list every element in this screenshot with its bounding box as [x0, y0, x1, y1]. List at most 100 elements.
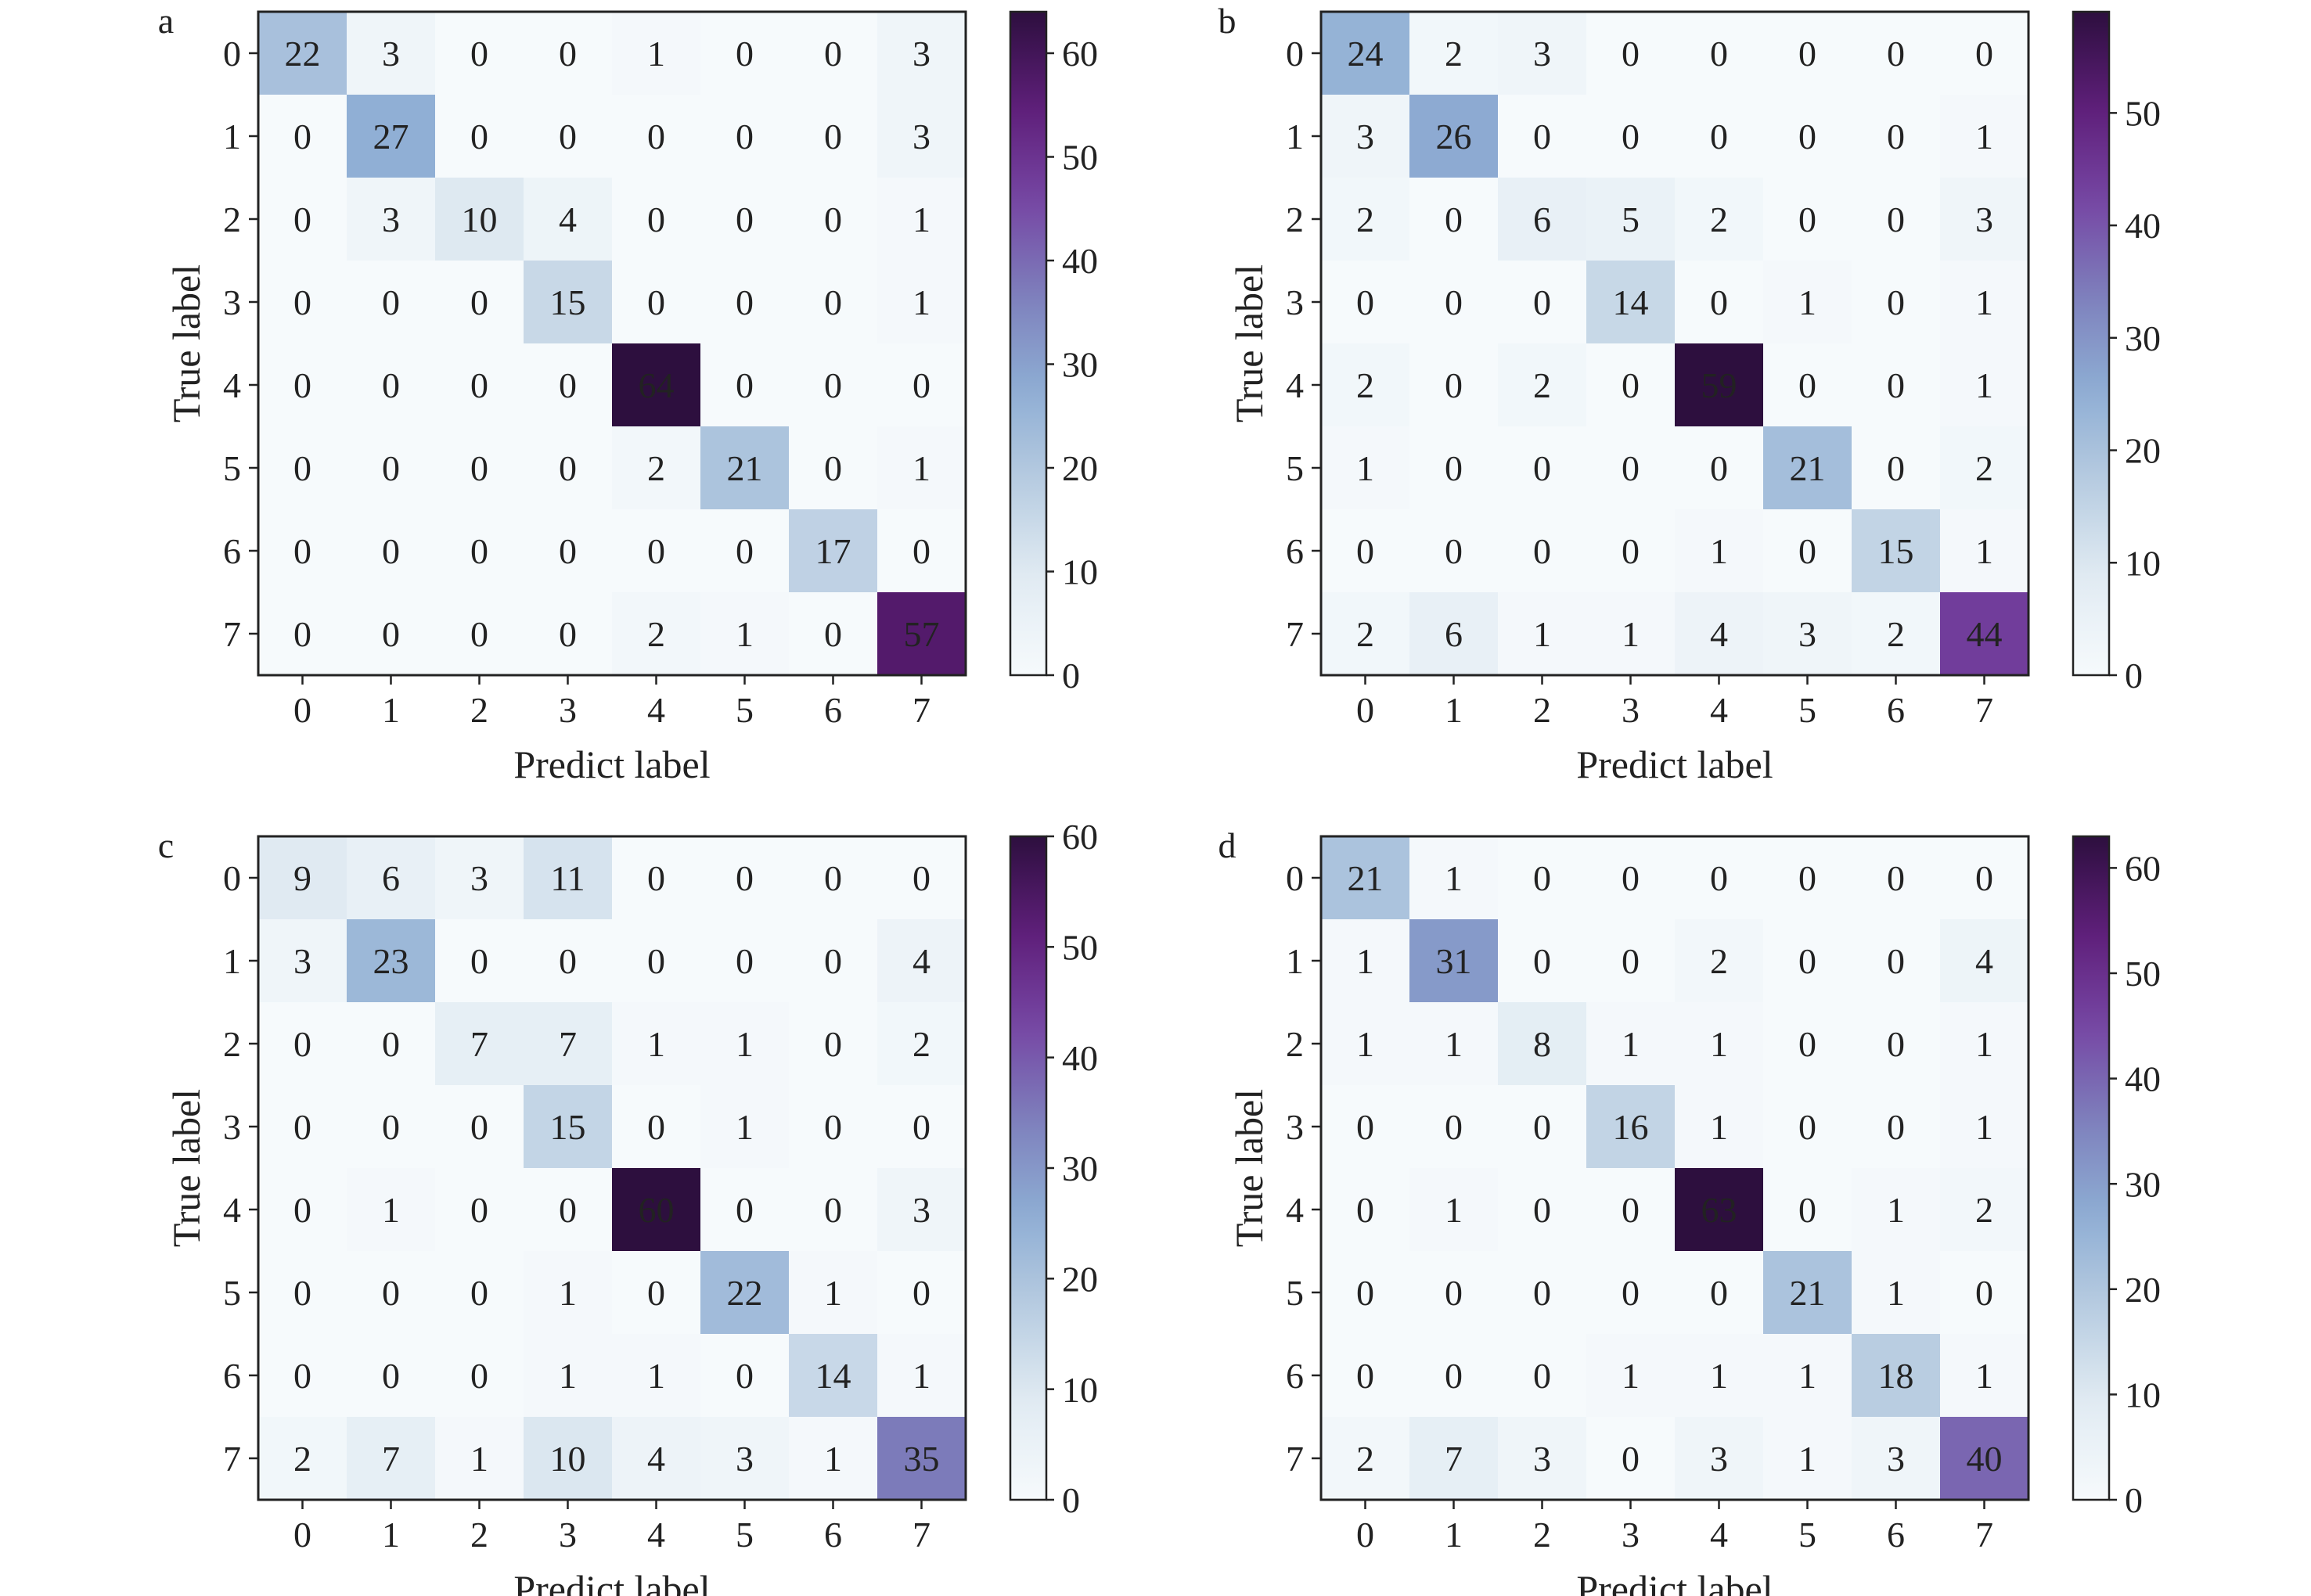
- cell-value-label: 2: [1710, 200, 1728, 239]
- heatmap-cell: [258, 1417, 347, 1500]
- heatmap-cell: [347, 919, 435, 1002]
- heatmap-cell: [1586, 592, 1675, 675]
- heatmap-cell: [1763, 261, 1852, 343]
- cell-value-label: 3: [1710, 1439, 1728, 1479]
- heatmap-cell: [1321, 426, 1409, 509]
- heatmap-cell: [1940, 919, 2028, 1002]
- cell-value-label: 1: [1975, 1107, 1993, 1147]
- cell-value-label: 0: [293, 448, 311, 488]
- cell-value-label: 4: [647, 1439, 665, 1479]
- y-tick-label: 1: [223, 941, 241, 981]
- heatmap-cell: [1940, 592, 2028, 675]
- heatmap-cell: [258, 426, 347, 509]
- cell-value-label: 0: [1798, 1190, 1816, 1230]
- cell-value-label: 3: [1533, 34, 1551, 74]
- heatmap-cell: [1852, 343, 1940, 426]
- cell-value-label: 5: [1622, 200, 1640, 239]
- heatmap-cell: [700, 1168, 789, 1251]
- cell-value-label: 15: [550, 282, 586, 322]
- heatmap-cell: [1675, 1251, 1763, 1334]
- y-tick-label: 3: [1286, 282, 1304, 322]
- heatmap-cell: [1940, 509, 2028, 592]
- colorbar-tick-label: 10: [1062, 552, 1098, 592]
- cell-value-label: 0: [1887, 200, 1905, 239]
- cell-value-label: 1: [824, 1273, 842, 1313]
- heatmap-cell: [1409, 592, 1498, 675]
- cell-value-label: 0: [382, 614, 400, 654]
- heatmap-frame: [257, 835, 967, 1501]
- heatmap-cell: [524, 1417, 612, 1500]
- x-tick-label: 1: [382, 1515, 400, 1555]
- cell-value-label: 1: [913, 1356, 931, 1396]
- heatmap-cell: [1498, 509, 1586, 592]
- heatmap-cells: 22 3 0 0 1 0 0 30 27 0 0 0 0 0 30 3 10 4 0 0 0 10 0 0 15 0 0 0 10 0 0 0…: [258, 12, 966, 675]
- cell-value-label: 0: [382, 1107, 400, 1147]
- heatmap-cell: [1498, 919, 1586, 1002]
- colorbar-tick-label: 0: [1062, 656, 1080, 696]
- cell-value-label: 0: [1533, 941, 1551, 981]
- heatmap-cell: [258, 1334, 347, 1417]
- heatmap-cell: [1852, 261, 1940, 343]
- heatmap-cell: [1763, 1085, 1852, 1168]
- x-tick-label: 5: [736, 1515, 754, 1555]
- heatmap-cell: [1409, 1334, 1498, 1417]
- cell-value-label: 3: [913, 1190, 931, 1230]
- heatmap-cell: [524, 1168, 612, 1251]
- cell-value-label: 0: [647, 941, 665, 981]
- cell-value-label: 0: [1356, 1356, 1374, 1396]
- cell-value-label: 64: [639, 365, 675, 405]
- heatmap-cell: [524, 836, 612, 919]
- cell-value-label: 0: [647, 200, 665, 239]
- heatmap-cell: [789, 1334, 877, 1417]
- heatmap-cell: [700, 95, 789, 178]
- x-axis-label: Predict label: [1576, 1567, 1773, 1596]
- cell-value-label: 17: [815, 531, 851, 571]
- y-tick-label: 0: [223, 858, 241, 898]
- colorbar-tick-label: 30: [1062, 345, 1098, 385]
- heatmap-cell: [789, 343, 877, 426]
- cell-value-label: 1: [1798, 282, 1816, 322]
- heatmap-cell: [1763, 919, 1852, 1002]
- heatmap-cell: [347, 261, 435, 343]
- heatmap-cell: [1852, 1002, 1940, 1085]
- heatmap-cell: [1852, 836, 1940, 919]
- heatmap-cell: [789, 592, 877, 675]
- heatmap-cell: [1586, 343, 1675, 426]
- cell-value-label: 0: [736, 941, 754, 981]
- x-tick-label: 2: [470, 690, 488, 730]
- cell-value-label: 0: [293, 282, 311, 322]
- heatmap-cell: [1852, 919, 1940, 1002]
- colorbar-tick-label: 50: [2125, 954, 2161, 994]
- heatmap-cell: [1409, 509, 1498, 592]
- cell-value-label: 0: [1798, 941, 1816, 981]
- cell-value-label: 4: [559, 200, 577, 239]
- heatmap-cell: [612, 509, 700, 592]
- cell-value-label: 0: [1533, 1356, 1551, 1396]
- cell-value-label: 1: [1798, 1439, 1816, 1479]
- cell-value-label: 0: [1445, 1356, 1463, 1396]
- heatmap-cell: [877, 919, 966, 1002]
- cell-value-label: 59: [1701, 365, 1737, 405]
- cell-value-label: 0: [293, 614, 311, 654]
- heatmap-cell: [524, 12, 612, 95]
- panel-letter: d: [1218, 825, 1236, 865]
- heatmap-cell: [1409, 1085, 1498, 1168]
- cell-value-label: 3: [1975, 200, 1993, 239]
- heatmap-cell: [877, 426, 966, 509]
- heatmap-cell: [1321, 919, 1409, 1002]
- cell-value-label: 0: [559, 941, 577, 981]
- y-tick-label: 4: [1286, 1190, 1304, 1230]
- cell-value-label: 0: [824, 1024, 842, 1064]
- heatmap-cell: [1498, 12, 1586, 95]
- cell-value-label: 0: [736, 34, 754, 74]
- cell-value-label: 10: [462, 200, 498, 239]
- cell-value-label: 7: [559, 1024, 577, 1064]
- heatmap-cell: [1763, 426, 1852, 509]
- heatmap-cell: [258, 1168, 347, 1251]
- cell-value-label: 0: [913, 1273, 931, 1313]
- heatmap-cell: [524, 592, 612, 675]
- heatmap-cell: [258, 178, 347, 261]
- cell-value-label: 6: [382, 858, 400, 898]
- heatmap-cell: [1409, 919, 1498, 1002]
- heatmap-cell: [1852, 509, 1940, 592]
